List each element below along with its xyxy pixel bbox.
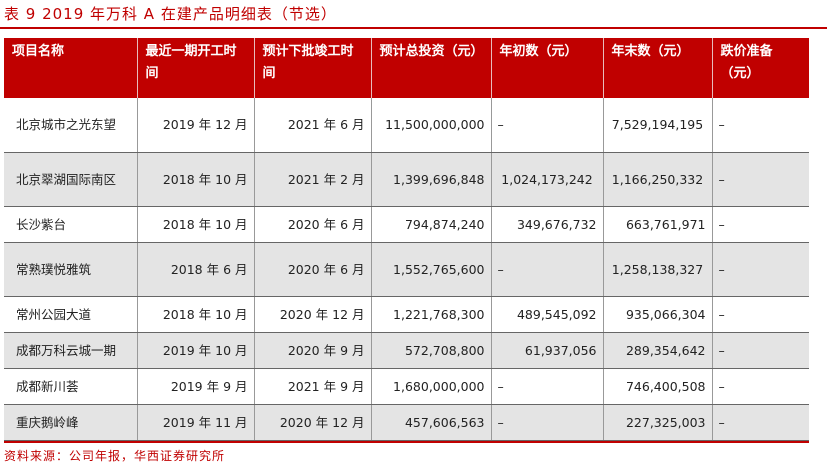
cell-completion-date: 2020 年 6 月	[254, 206, 372, 243]
cell-total-investment: 1,552,765,600	[371, 242, 492, 297]
header-row: 项目名称 最近一期开工时间 预计下批竣工时间 预计总投资（元） 年初数（元） 年…	[4, 38, 809, 98]
cell-closing-balance: 7,529,194,195	[603, 98, 713, 153]
cell-start-date: 2018 年 10 月	[137, 296, 255, 333]
cell-opening-balance: 1,024,173,242	[491, 152, 604, 207]
cell-closing-balance: 1,166,250,332	[603, 152, 713, 207]
table-row: 常州公园大道 2018 年 10 月 2020 年 12 月 1,221,768…	[4, 296, 809, 333]
cell-total-investment: 1,221,768,300	[371, 296, 492, 333]
cell-impairment: –	[712, 332, 809, 369]
cell-start-date: 2018 年 6 月	[137, 242, 255, 297]
table-row: 常熟璞悦雅筑 2018 年 6 月 2020 年 6 月 1,552,765,6…	[4, 242, 809, 297]
cell-opening-balance: 349,676,732	[491, 206, 604, 243]
cell-impairment: –	[712, 98, 809, 153]
cell-opening-balance: –	[491, 242, 604, 297]
table-bottom-rule	[4, 441, 809, 443]
cell-completion-date: 2020 年 6 月	[254, 242, 372, 297]
cell-impairment: –	[712, 404, 809, 441]
cell-completion-date: 2021 年 6 月	[254, 98, 372, 153]
cell-opening-balance: –	[491, 98, 604, 153]
cell-project-name: 成都新川荟	[4, 368, 138, 405]
cell-project-name: 北京城市之光东望	[4, 98, 138, 153]
table-row: 成都新川荟 2019 年 9 月 2021 年 9 月 1,680,000,00…	[4, 368, 809, 405]
cell-project-name: 北京翠湖国际南区	[4, 152, 138, 207]
header-start-date: 最近一期开工时间	[137, 38, 255, 98]
header-project-name: 项目名称	[4, 38, 138, 98]
cell-impairment: –	[712, 242, 809, 297]
header-closing-balance: 年末数（元）	[603, 38, 713, 98]
cell-closing-balance: 1,258,138,327	[603, 242, 713, 297]
cell-closing-balance: 746,400,508	[603, 368, 713, 405]
cell-total-investment: 1,680,000,000	[371, 368, 492, 405]
cell-project-name: 长沙紫台	[4, 206, 138, 243]
cell-total-investment: 457,606,563	[371, 404, 492, 441]
cell-start-date: 2019 年 12 月	[137, 98, 255, 153]
header-opening-balance: 年初数（元）	[491, 38, 604, 98]
cell-closing-balance: 935,066,304	[603, 296, 713, 333]
cell-start-date: 2018 年 10 月	[137, 206, 255, 243]
table-row: 北京翠湖国际南区 2018 年 10 月 2021 年 2 月 1,399,69…	[4, 152, 809, 207]
cell-total-investment: 794,874,240	[371, 206, 492, 243]
cell-closing-balance: 663,761,971	[603, 206, 713, 243]
cell-project-name: 常熟璞悦雅筑	[4, 242, 138, 297]
cell-start-date: 2018 年 10 月	[137, 152, 255, 207]
cell-project-name: 成都万科云城一期	[4, 332, 138, 369]
header-completion-date: 预计下批竣工时间	[254, 38, 372, 98]
cell-opening-balance: –	[491, 404, 604, 441]
cell-impairment: –	[712, 206, 809, 243]
table-caption: 表 9 2019 年万科 A 在建产品明细表（节选）	[4, 5, 337, 23]
cell-completion-date: 2021 年 2 月	[254, 152, 372, 207]
header-impairment: 跌价准备（元）	[712, 38, 809, 98]
cell-closing-balance: 289,354,642	[603, 332, 713, 369]
cell-opening-balance: 489,545,092	[491, 296, 604, 333]
table-row: 北京城市之光东望 2019 年 12 月 2021 年 6 月 11,500,0…	[4, 98, 809, 153]
cell-project-name: 重庆鹅岭峰	[4, 404, 138, 441]
table-row: 长沙紫台 2018 年 10 月 2020 年 6 月 794,874,240 …	[4, 206, 809, 243]
cell-project-name: 常州公园大道	[4, 296, 138, 333]
cell-completion-date: 2021 年 9 月	[254, 368, 372, 405]
cell-total-investment: 572,708,800	[371, 332, 492, 369]
source-note: 资料来源：公司年报，华西证券研究所	[4, 449, 226, 463]
table-row: 重庆鹅岭峰 2019 年 11 月 2020 年 12 月 457,606,56…	[4, 404, 809, 441]
cell-start-date: 2019 年 9 月	[137, 368, 255, 405]
cell-opening-balance: –	[491, 368, 604, 405]
header-total-investment: 预计总投资（元）	[371, 38, 492, 98]
table-row: 成都万科云城一期 2019 年 10 月 2020 年 9 月 572,708,…	[4, 332, 809, 369]
caption-rule	[0, 27, 827, 29]
cell-start-date: 2019 年 10 月	[137, 332, 255, 369]
cell-closing-balance: 227,325,003	[603, 404, 713, 441]
cell-completion-date: 2020 年 9 月	[254, 332, 372, 369]
construction-products-table: 项目名称 最近一期开工时间 预计下批竣工时间 预计总投资（元） 年初数（元） 年…	[4, 38, 809, 441]
cell-impairment: –	[712, 152, 809, 207]
cell-total-investment: 11,500,000,000	[371, 98, 492, 153]
cell-start-date: 2019 年 11 月	[137, 404, 255, 441]
cell-impairment: –	[712, 296, 809, 333]
cell-completion-date: 2020 年 12 月	[254, 404, 372, 441]
cell-opening-balance: 61,937,056	[491, 332, 604, 369]
cell-impairment: –	[712, 368, 809, 405]
cell-total-investment: 1,399,696,848	[371, 152, 492, 207]
cell-completion-date: 2020 年 12 月	[254, 296, 372, 333]
